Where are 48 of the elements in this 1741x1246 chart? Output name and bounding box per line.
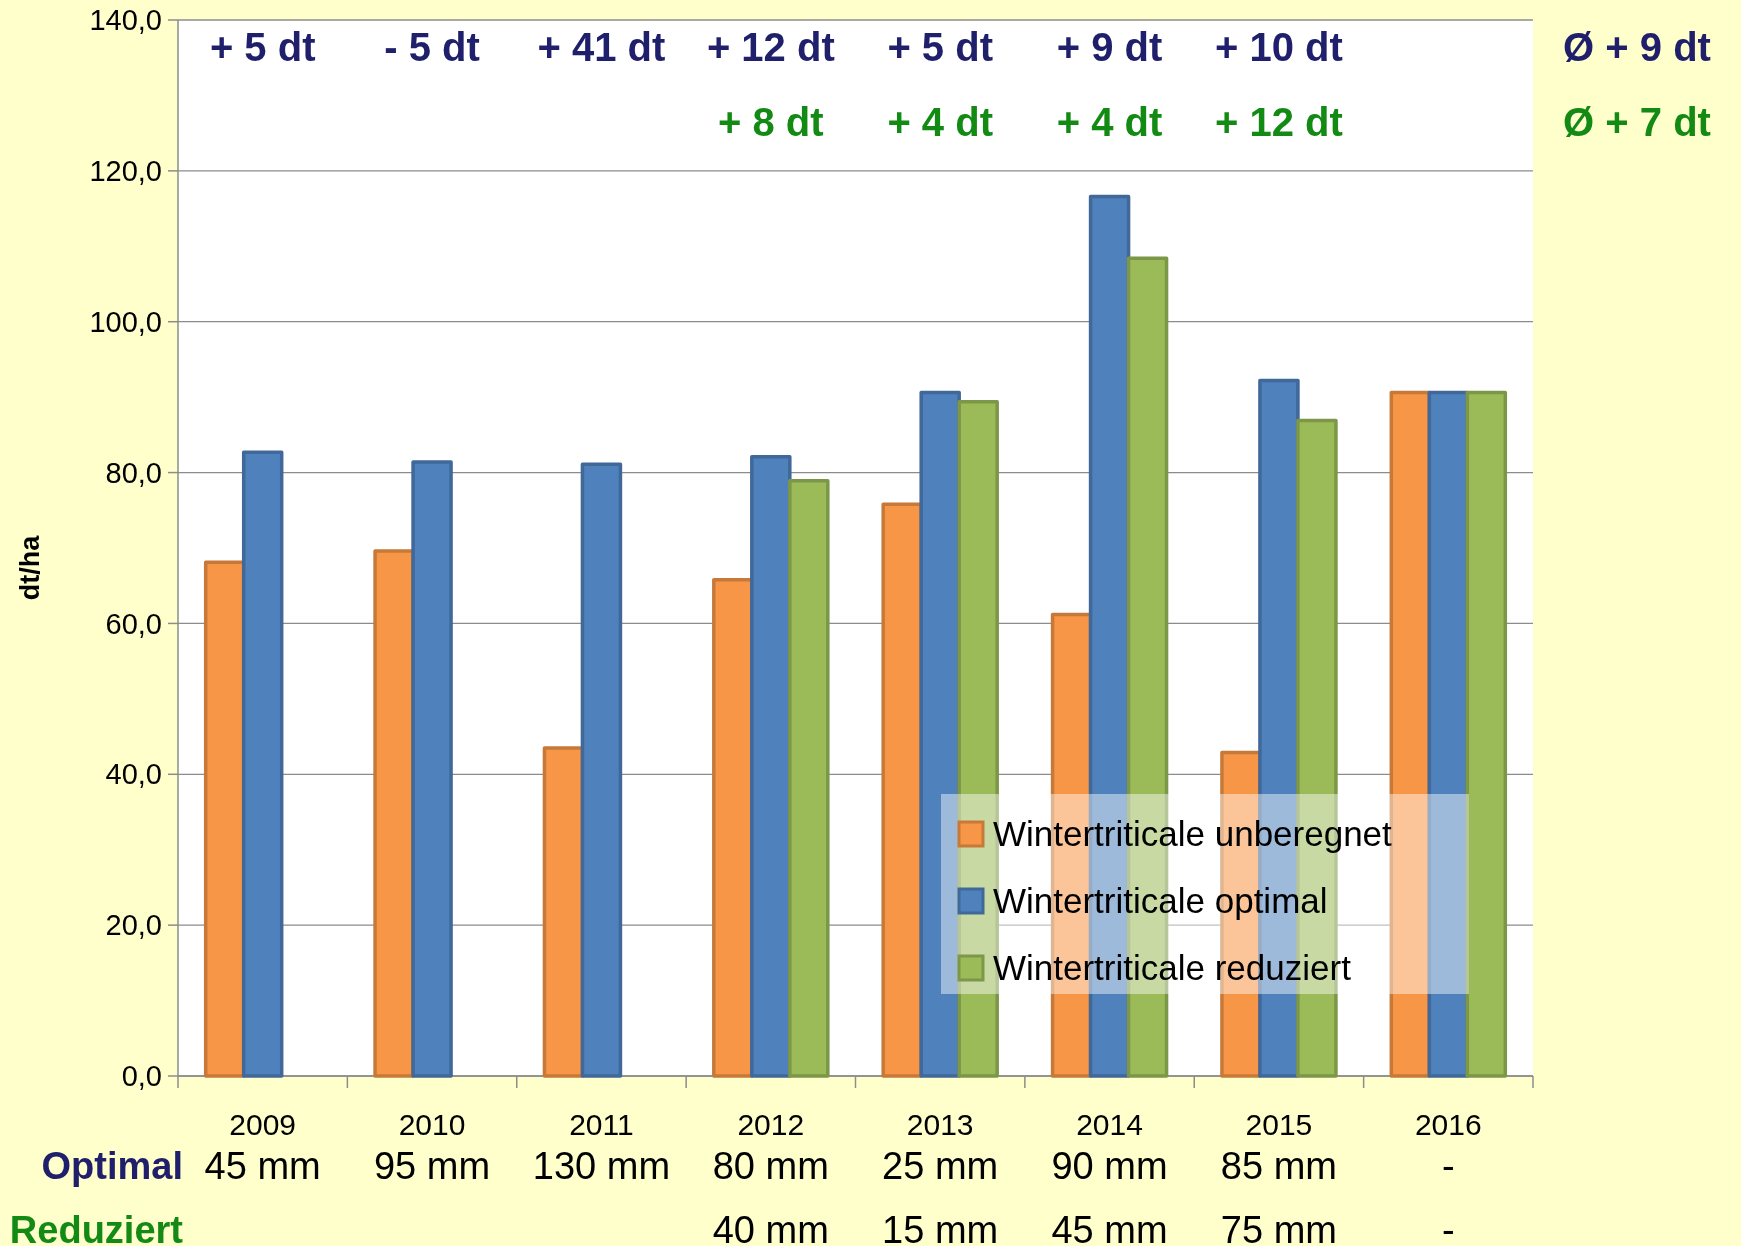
text: 25 mm: [882, 1145, 999, 1188]
text: 95 mm: [373, 1145, 491, 1188]
text: 75 mm: [1220, 1209, 1338, 1246]
annotation: + 8 dt: [718, 100, 824, 144]
x-tick-label: 2010: [398, 1107, 466, 1141]
annotation: + 9 dt: [1056, 25, 1163, 69]
annotation: + 41 dt: [537, 25, 666, 69]
y-tick-label: 60,0: [105, 607, 162, 640]
text: Ø + 7 dt: [1563, 100, 1711, 144]
text: -: [1441, 1209, 1455, 1246]
annotation: + 12 dt: [1215, 100, 1343, 144]
x-tick-label: 2009: [229, 1107, 297, 1141]
text: 15 mm: [882, 1209, 999, 1246]
y-tick-label: 40,0: [105, 758, 162, 791]
legend-label: Wintertriticale reduziert: [993, 948, 1352, 988]
text: 40 mm: [712, 1209, 829, 1246]
legend-label: Wintertriticale optimal: [993, 881, 1328, 921]
annotation: + 4 dt: [1056, 100, 1163, 144]
text: 90 mm: [1051, 1145, 1168, 1188]
text: Ø + 9 dt: [1563, 25, 1711, 69]
text: 130 mm: [532, 1145, 671, 1188]
x-tick-label: 2012: [737, 1107, 805, 1141]
y-tick-label: 100,0: [89, 305, 162, 338]
y-tick-label: 120,0: [89, 155, 162, 188]
annotation: + 4 dt: [887, 100, 993, 144]
x-tick-label: 2013: [906, 1107, 974, 1141]
x-tick-label: 2014: [1076, 1107, 1143, 1141]
annotation: + 5 dt: [887, 25, 993, 69]
y-tick-label: 20,0: [105, 909, 162, 942]
annotation: - 5 dt: [384, 25, 480, 69]
text: Reduziert: [9, 1209, 184, 1246]
text: -: [1441, 1145, 1455, 1188]
legend-label: Wintertriticale unberegnet: [993, 814, 1393, 854]
y-tick-label: 80,0: [105, 456, 162, 489]
x-tick-label: 2016: [1414, 1107, 1482, 1141]
text: 45 mm: [1051, 1209, 1168, 1246]
y-axis-title: dt/ha: [15, 534, 46, 601]
x-tick-label: 2011: [569, 1107, 634, 1141]
text: 85 mm: [1220, 1145, 1338, 1188]
annotation: + 5 dt: [209, 25, 316, 69]
annotation: + 12 dt: [706, 25, 835, 69]
y-tick-label: 0,0: [121, 1060, 162, 1093]
text: 45 mm: [204, 1145, 321, 1188]
text: Optimal: [41, 1145, 183, 1188]
x-tick-label: 2015: [1245, 1107, 1313, 1141]
text: 80 mm: [712, 1145, 829, 1188]
y-tick-label: 140,0: [89, 4, 162, 37]
annotation: + 10 dt: [1215, 25, 1343, 69]
